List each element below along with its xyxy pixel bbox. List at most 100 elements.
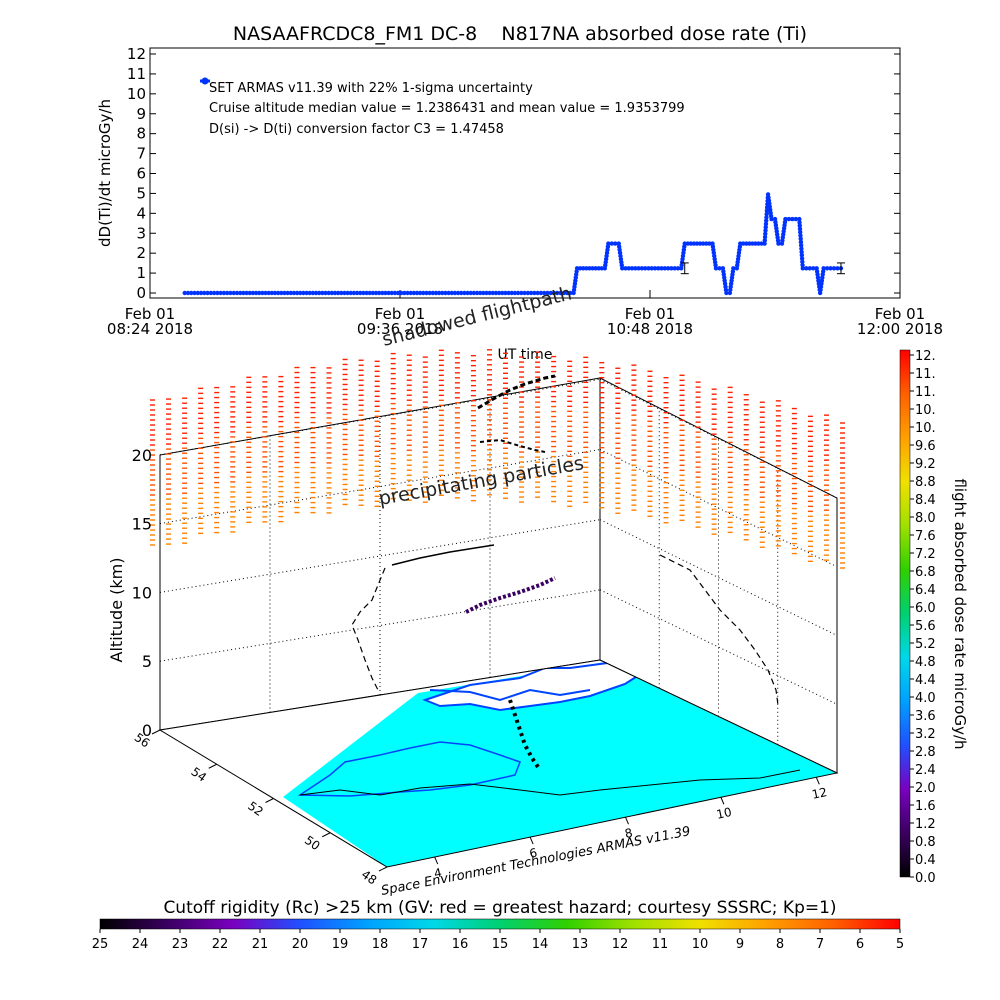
altitude-tick-label: 15 <box>132 515 152 534</box>
data-point <box>364 290 369 296</box>
legend-series-name: SET ARMAS v11.39 with 22% 1-sigma uncert… <box>209 81 533 96</box>
data-point <box>828 266 833 271</box>
latitude-tick-label: 54 <box>189 764 210 784</box>
data-point <box>421 290 426 296</box>
data-point <box>285 290 290 296</box>
data-point <box>685 241 691 246</box>
data-point <box>763 225 768 230</box>
latitude-tick-label: 52 <box>245 799 266 819</box>
altitude-tick-label: 20 <box>132 446 152 465</box>
latitude-tick <box>322 832 331 838</box>
data-point <box>198 290 204 296</box>
dose-colorbar-tick-label: 5.6 <box>915 619 936 634</box>
rigidity-tick-label: 11 <box>652 937 669 952</box>
data-point <box>656 266 661 271</box>
rigidity-tick-label: 14 <box>532 937 549 952</box>
y-tick-label: 4 <box>136 204 146 222</box>
dose-colorbar-tick-label: 8.0 <box>915 511 936 526</box>
data-point <box>282 290 287 296</box>
data-point <box>558 290 563 296</box>
rigidity-tick-label: 17 <box>412 937 429 952</box>
data-point <box>763 228 768 233</box>
data-point <box>294 290 300 296</box>
coastline-continent <box>299 769 801 796</box>
data-point <box>247 290 252 296</box>
data-point <box>587 266 592 271</box>
y-axis-label: dD(Ti)/dt microGy/h <box>96 99 114 247</box>
longitude-tick-label: 4 <box>433 865 443 880</box>
data-point <box>555 290 560 296</box>
data-point <box>776 241 781 246</box>
data-point <box>599 266 604 271</box>
longitude-tick <box>529 836 534 845</box>
data-point <box>764 211 769 217</box>
data-point <box>231 290 236 296</box>
data-point <box>541 290 547 296</box>
data-point <box>532 290 537 296</box>
legend-conversion-factor: D(si) -> D(ti) conversion factor C3 = 1.… <box>209 122 504 137</box>
data-point <box>291 290 297 296</box>
land-uk <box>297 741 521 797</box>
data-point <box>244 290 249 296</box>
dose-colorbar-tick-label: 10. <box>915 421 936 436</box>
data-point <box>800 266 805 271</box>
data-point <box>750 241 755 246</box>
data-point <box>414 290 420 296</box>
data-point <box>320 290 325 296</box>
data-point <box>185 290 191 296</box>
latitude-tick <box>378 866 388 872</box>
data-point <box>512 290 518 296</box>
rigidity-tick-label: 22 <box>212 937 229 952</box>
latitude-tick <box>208 763 217 769</box>
data-point <box>275 290 281 296</box>
dose-rate-colorbar: 12. 11. 11. 10. 10. 9.6 9.2 8.8 8.4 8.0 7.6 7.2 6.8 6… <box>899 349 969 886</box>
dose-colorbar-tick-label: 7.6 <box>915 529 936 544</box>
data-point <box>798 230 803 235</box>
data-point <box>310 290 316 296</box>
data-point <box>741 241 746 246</box>
altitude-axis-label: Altitude (km) <box>107 558 126 663</box>
data-point <box>701 241 706 246</box>
x-tick-label-date: Feb 01 <box>125 305 175 323</box>
data-point <box>279 290 284 296</box>
data-point <box>633 266 638 271</box>
precipitating-particles <box>150 349 845 569</box>
data-point <box>590 266 595 271</box>
dose-colorbar-tick-label: 9.6 <box>915 439 936 454</box>
longitude-tick-label: 8 <box>623 826 633 841</box>
data-point <box>225 290 230 296</box>
data-point <box>606 241 611 246</box>
data-point <box>449 290 454 296</box>
flightpath-track-upper <box>391 544 495 566</box>
dose-colorbar-tick-label: 2.8 <box>915 745 936 760</box>
data-point <box>490 290 496 296</box>
data-point <box>798 243 804 248</box>
data-point <box>763 221 769 227</box>
data-point <box>477 290 483 296</box>
dose-colorbar-tick-label: 0.8 <box>915 835 936 850</box>
data-point <box>798 236 803 241</box>
data-point <box>786 216 792 222</box>
dose-colorbar-tick-label: 6.8 <box>915 565 936 580</box>
altitude-tick-label: 5 <box>142 652 152 671</box>
rigidity-tick-label: 13 <box>572 937 589 952</box>
data-point <box>440 290 445 296</box>
rigidity-tick-label: 10 <box>692 937 709 952</box>
dose-colorbar-tick-label: 8.8 <box>915 475 936 490</box>
cutoff-rigidity-ticks: 25 24 23 22 21 20 19 18 17 16 15 14 13 12 11 10 9 8 7 6 5 <box>92 929 904 952</box>
data-point <box>202 290 207 296</box>
data-point <box>367 290 372 296</box>
x-tick-label-date: Feb 01 <box>625 305 675 323</box>
data-point <box>763 231 768 236</box>
data-point <box>481 290 486 296</box>
gridline-right <box>599 378 838 499</box>
data-point <box>744 241 749 246</box>
data-point <box>418 290 423 296</box>
data-point <box>691 241 697 246</box>
data-point <box>433 290 439 296</box>
data-point <box>405 290 410 296</box>
data-point <box>649 266 654 271</box>
data-point <box>568 290 573 296</box>
data-point <box>835 266 840 271</box>
data-point <box>272 290 278 296</box>
